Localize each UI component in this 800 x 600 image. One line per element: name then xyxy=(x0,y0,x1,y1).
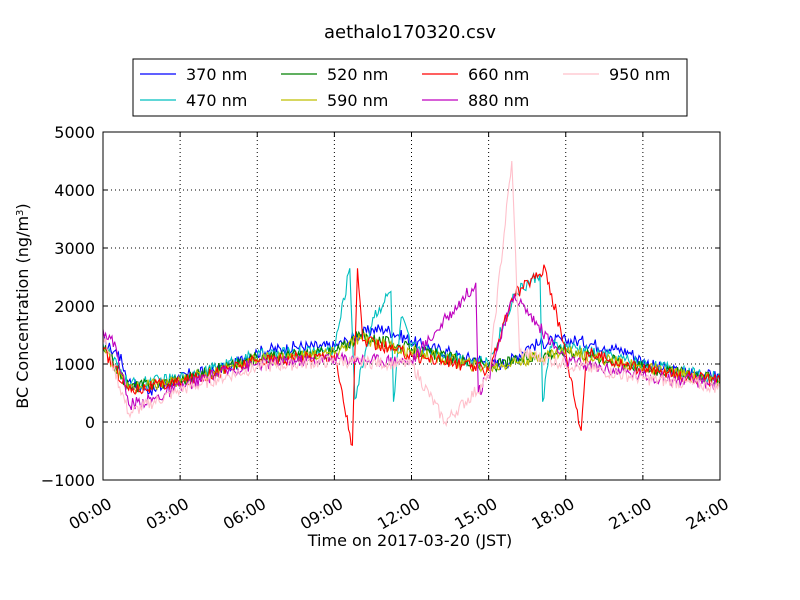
legend: 370 nm 470 nm 520 nm 590 nm 660 nm 880 nm 950 … xyxy=(132,58,688,117)
x-tick-label: 06:00 xyxy=(220,494,269,534)
x-tick-label: 00:00 xyxy=(66,494,115,534)
y-tick-label: 1000 xyxy=(54,355,95,374)
legend-label: 370 nm xyxy=(186,65,247,84)
x-tick-label: 03:00 xyxy=(143,494,192,534)
legend-label: 590 nm xyxy=(327,91,388,110)
chart-title: aethalo170320.csv xyxy=(324,22,496,43)
y-axis-label-tail: ) xyxy=(13,203,32,209)
y-tick-label: 3000 xyxy=(54,239,95,258)
x-tick-label: 21:00 xyxy=(605,494,654,534)
y-tick-label: 4000 xyxy=(54,181,95,200)
series-group xyxy=(102,160,721,447)
series-line-590-nm xyxy=(102,332,721,394)
x-tick-label: 09:00 xyxy=(297,494,346,534)
series-line-950-nm xyxy=(102,160,721,428)
x-tick-label: 24:00 xyxy=(683,494,732,534)
y-axis-label-sup: 3 xyxy=(15,210,26,216)
x-axis-label: Time on 2017-03-20 (JST) xyxy=(307,531,512,550)
y-tick-label: 5000 xyxy=(54,123,95,142)
legend-label: 470 nm xyxy=(186,91,247,110)
y-axis-label-main: BC Concentration (ng/m xyxy=(13,216,32,409)
y-tick-label: −1000 xyxy=(41,471,95,490)
x-tick-label: 18:00 xyxy=(528,494,577,534)
legend-label: 880 nm xyxy=(468,91,529,110)
legend-box xyxy=(132,58,688,117)
legend-label: 520 nm xyxy=(327,65,388,84)
y-tick-label: 0 xyxy=(85,413,95,432)
legend-label: 950 nm xyxy=(609,65,670,84)
x-tick-label: 12:00 xyxy=(374,494,423,534)
series-line-880-nm xyxy=(102,282,721,411)
y-axis-label: BC Concentration (ng/m3) xyxy=(13,203,32,408)
x-tick-label: 15:00 xyxy=(451,494,500,534)
legend-label: 660 nm xyxy=(468,65,529,84)
y-tick-label: 2000 xyxy=(54,297,95,316)
